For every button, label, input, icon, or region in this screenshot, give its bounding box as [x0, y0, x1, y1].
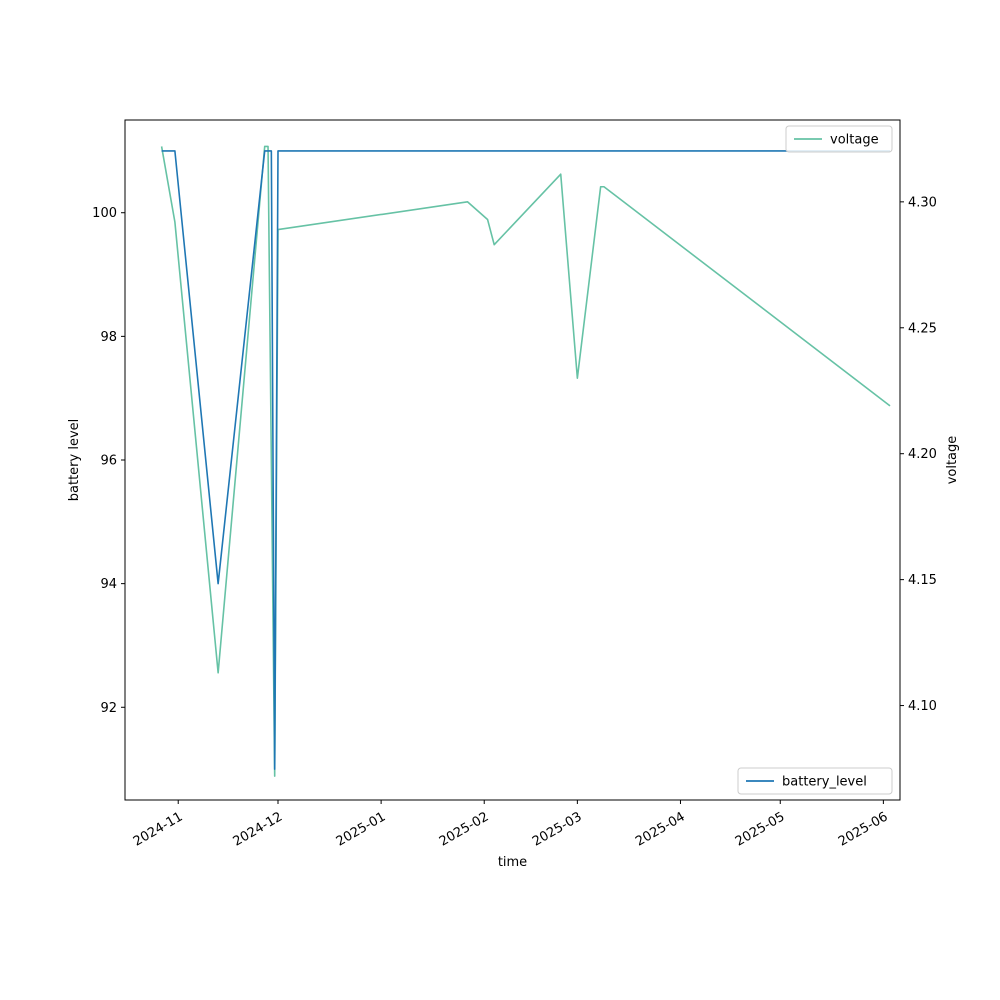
series-line-battery-level [161, 150, 891, 770]
legend-voltage: voltage [785, 125, 893, 153]
y-left-tick-label: 98 [100, 330, 117, 345]
legend-label: battery_level [782, 775, 867, 790]
y-right-tick-label: 4.30 [908, 195, 937, 210]
y-left-tick-label: 100 [92, 206, 117, 221]
y-right-tick-label: 4.10 [908, 699, 937, 714]
y-right-tick-label: 4.20 [908, 447, 937, 462]
y-left-tick-label: 96 [100, 454, 117, 469]
legend-battery-level: battery_level [737, 767, 893, 795]
x-axis-label: time [498, 855, 527, 870]
legend-label: voltage [830, 133, 879, 148]
y-right-tick-label: 4.25 [908, 321, 937, 336]
series-layer [160, 145, 891, 777]
y-axis-right-label: voltage [945, 436, 960, 485]
series-line-voltage [160, 145, 891, 777]
y-axis-left: 92 94 96 98 100 [92, 206, 125, 716]
y-axis-right: 4.10 4.15 4.20 4.25 4.30 [900, 195, 937, 714]
legend-box [785, 125, 893, 153]
y-axis-left-label: battery level [67, 419, 82, 502]
y-right-tick-label: 4.15 [908, 573, 937, 588]
y-left-tick-label: 94 [100, 577, 117, 592]
legend-box [737, 767, 893, 795]
legends: battery_level voltage [737, 125, 893, 795]
y-left-tick-label: 92 [100, 701, 117, 716]
